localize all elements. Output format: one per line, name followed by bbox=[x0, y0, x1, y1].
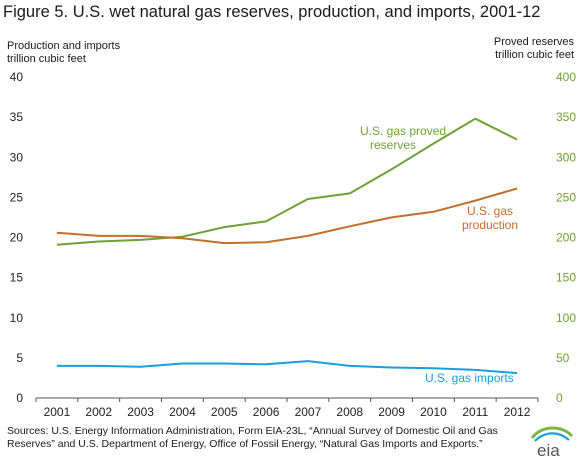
left-tick-label: 30 bbox=[10, 150, 24, 164]
x-tick-label: 2004 bbox=[169, 405, 196, 419]
u-s-gas-proved-reserves-label: reserves bbox=[370, 138, 416, 152]
logo-arc-green bbox=[530, 426, 574, 440]
right-tick-label: 350 bbox=[556, 110, 576, 124]
right-tick-label: 150 bbox=[556, 271, 576, 285]
right-tick-label: 300 bbox=[556, 150, 576, 164]
u-s-gas-production-line bbox=[56, 187, 518, 245]
source-note: Sources: U.S. Energy Information Adminis… bbox=[7, 425, 498, 450]
x-tick-label: 2001 bbox=[44, 405, 71, 419]
right-tick-label: 250 bbox=[556, 190, 576, 204]
x-tick-label: 2012 bbox=[504, 405, 531, 419]
x-tick-label: 2007 bbox=[295, 405, 322, 419]
u-s-gas-imports-label: U.S. gas imports bbox=[425, 371, 514, 385]
u-s-gas-production-label: U.S. gas bbox=[467, 204, 513, 218]
left-tick-label: 40 bbox=[10, 70, 24, 84]
right-axis-title: Proved reserves trillion cubic feet bbox=[494, 36, 574, 62]
u-s-gas-proved-reserves-label: U.S. gas proved bbox=[360, 124, 446, 138]
right-tick-label: 100 bbox=[556, 311, 576, 325]
x-tick-label: 2005 bbox=[211, 405, 238, 419]
left-tick-label: 10 bbox=[10, 311, 24, 325]
x-tick-label: 2011 bbox=[462, 405, 488, 419]
right-tick-label: 400 bbox=[556, 70, 576, 84]
x-tick-label: 2010 bbox=[420, 405, 447, 419]
x-tick-label: 2008 bbox=[336, 405, 363, 419]
right-tick-label: 0 bbox=[556, 391, 563, 405]
u-s-gas-production-label: production bbox=[462, 218, 518, 232]
x-tick-label: 2003 bbox=[127, 405, 154, 419]
left-tick-label: 15 bbox=[10, 271, 24, 285]
right-axis-title-line2: trillion cubic feet bbox=[495, 49, 574, 61]
left-axis-title: Production and imports trillion cubic fe… bbox=[7, 40, 120, 66]
left-tick-label: 20 bbox=[10, 231, 24, 245]
x-tick-label: 2002 bbox=[85, 405, 112, 419]
left-axis-title-line1: Production and imports bbox=[7, 40, 121, 52]
right-axis-title-line1: Proved reserves bbox=[493, 36, 574, 48]
left-tick-label: 35 bbox=[10, 110, 24, 124]
left-tick-label: 25 bbox=[10, 190, 24, 204]
chart-title: Figure 5. U.S. wet natural gas reserves,… bbox=[3, 3, 541, 21]
right-tick-label: 200 bbox=[556, 231, 576, 245]
u-s-gas-imports-line bbox=[56, 360, 518, 375]
u-s-gas-proved-reserves-line bbox=[56, 117, 518, 246]
left-tick-label: 0 bbox=[16, 391, 23, 405]
left-tick-label: 5 bbox=[16, 351, 23, 365]
logo-text: eia bbox=[537, 441, 560, 458]
left-axis-title-line2: trillion cubic feet bbox=[7, 53, 86, 65]
x-tick-label: 2009 bbox=[378, 405, 405, 419]
logo-arc-blue bbox=[534, 432, 570, 442]
eia-logo: eia bbox=[530, 426, 574, 458]
x-tick-label: 2006 bbox=[253, 405, 280, 419]
right-tick-label: 50 bbox=[556, 351, 570, 365]
